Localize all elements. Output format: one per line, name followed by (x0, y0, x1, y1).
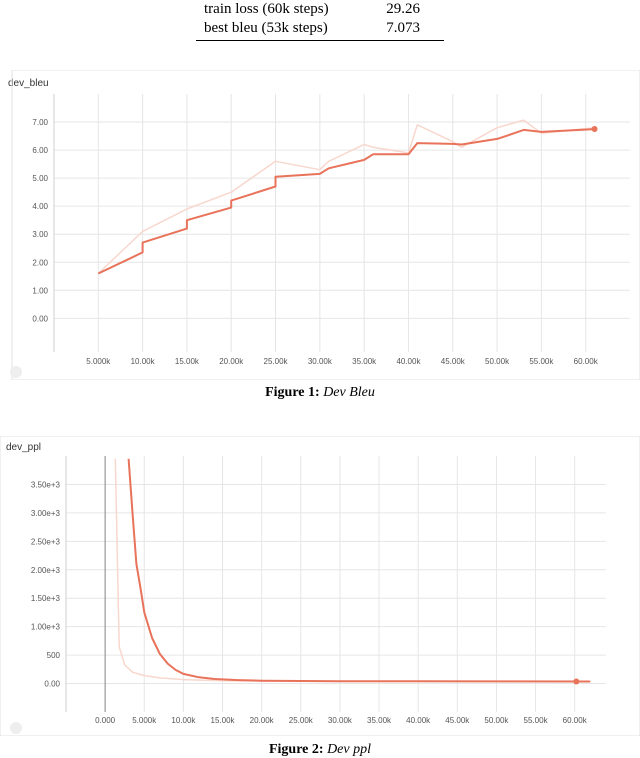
row-label: train loss (60k steps) (204, 1, 329, 17)
x-tick-label: 60.00k (574, 357, 599, 366)
series-end-point (573, 678, 580, 685)
x-tick-label: 45.00k (445, 716, 470, 725)
x-tick-label: 50.00k (484, 716, 509, 725)
x-tick-label: 10.00k (171, 716, 196, 725)
x-tick-label: 50.00k (485, 357, 510, 366)
x-tick-label: 15.00k (175, 357, 200, 366)
x-tick-label: 35.00k (352, 357, 377, 366)
row-label: best bleu (53k steps) (204, 20, 328, 36)
x-tick-label: 5.000k (132, 716, 157, 725)
results-table: train loss (60k steps) 29.26 best bleu (… (196, 0, 444, 41)
table-row: best bleu (53k steps) 7.073 (196, 19, 444, 38)
y-tick-label: 1.00e+3 (31, 623, 61, 632)
x-tick-label: 30.00k (308, 357, 333, 366)
chart-title: dev_ppl (6, 442, 42, 453)
x-tick-label: 10.00k (131, 357, 156, 366)
chart-corner-icon (10, 722, 22, 734)
x-tick-label: 40.00k (396, 357, 421, 366)
y-tick-label: 2.50e+3 (31, 537, 61, 546)
caption-text: Dev Bleu (323, 385, 375, 400)
y-tick-label: 1.50e+3 (31, 594, 61, 603)
chart-dev-bleu: 5.000k 10.00k 15.00k 20.00k 25.00k 30.00k 35.0… (10, 70, 640, 380)
x-tick-label: 15.00k (211, 716, 236, 725)
y-tick-label: 1.00 (32, 286, 48, 295)
chart-dev-bleu-panel: dev_bleu 5.000k 10.00k 15.00k 20.00k 25.00k 3… (0, 70, 640, 380)
chart-frame (11, 70, 640, 380)
series-line-smoothed (127, 458, 591, 683)
y-tick-label: 3.00 (32, 230, 48, 239)
x-tick-label: 60.00k (563, 716, 588, 725)
table-row: train loss (60k steps) 29.26 (196, 0, 444, 19)
x-tick-label: 55.00k (529, 357, 554, 366)
x-tick-label: 40.00k (406, 716, 431, 725)
y-tick-label: 0.00 (32, 314, 48, 323)
x-tick-label: 35.00k (367, 716, 392, 725)
chart-dev-ppl: 0.000 5.000k 10.00k 15.00k 20.00k 25.00k 30.00… (0, 436, 640, 736)
row-value: 7.073 (386, 20, 420, 36)
x-tick-label: 25.00k (289, 716, 314, 725)
y-tick-label: 7.00 (32, 118, 48, 127)
figure-2-caption: Figure 2: Dev ppl (0, 742, 640, 758)
x-tick-label: 55.00k (524, 716, 549, 725)
x-tick-label: 0.000 (95, 716, 116, 725)
series-end-point (591, 126, 598, 133)
y-tick-label: 2.00e+3 (31, 566, 61, 575)
y-tick-label: 2.00 (32, 258, 48, 267)
caption-text: Dev ppl (327, 742, 371, 757)
y-tick-label: 0.00 (44, 680, 60, 689)
x-tick-label: 5.000k (86, 357, 111, 366)
series-line-smoothed (97, 128, 595, 275)
x-tick-label: 30.00k (328, 716, 353, 725)
x-tick-label: 45.00k (441, 357, 466, 366)
x-tick-label: 20.00k (250, 716, 275, 725)
y-tick-label: 6.00 (32, 146, 48, 155)
x-tick-label: 20.00k (219, 357, 244, 366)
y-tick-label: 500 (47, 651, 61, 660)
caption-label: Figure 1: (265, 385, 320, 400)
chart-frame (0, 436, 640, 736)
chart-title: dev_bleu (8, 78, 49, 89)
y-tick-label: 3.00e+3 (31, 509, 61, 518)
x-tick-label: 25.00k (264, 357, 289, 366)
y-tick-label: 3.50e+3 (31, 480, 61, 489)
caption-label: Figure 2: (268, 742, 324, 757)
chart-corner-icon (10, 366, 22, 378)
figure-1-caption: Figure 1: Dev Bleu (0, 385, 640, 401)
y-tick-label: 4.00 (32, 202, 48, 211)
row-value: 29.26 (386, 1, 420, 17)
table-bottom-rule (196, 40, 444, 41)
y-tick-label: 5.00 (32, 174, 48, 183)
chart-dev-ppl-panel: dev_ppl 0.000 5.000k 10.00k 15.00k 20.00k 25.… (0, 436, 640, 736)
series-line-raw (97, 119, 595, 275)
